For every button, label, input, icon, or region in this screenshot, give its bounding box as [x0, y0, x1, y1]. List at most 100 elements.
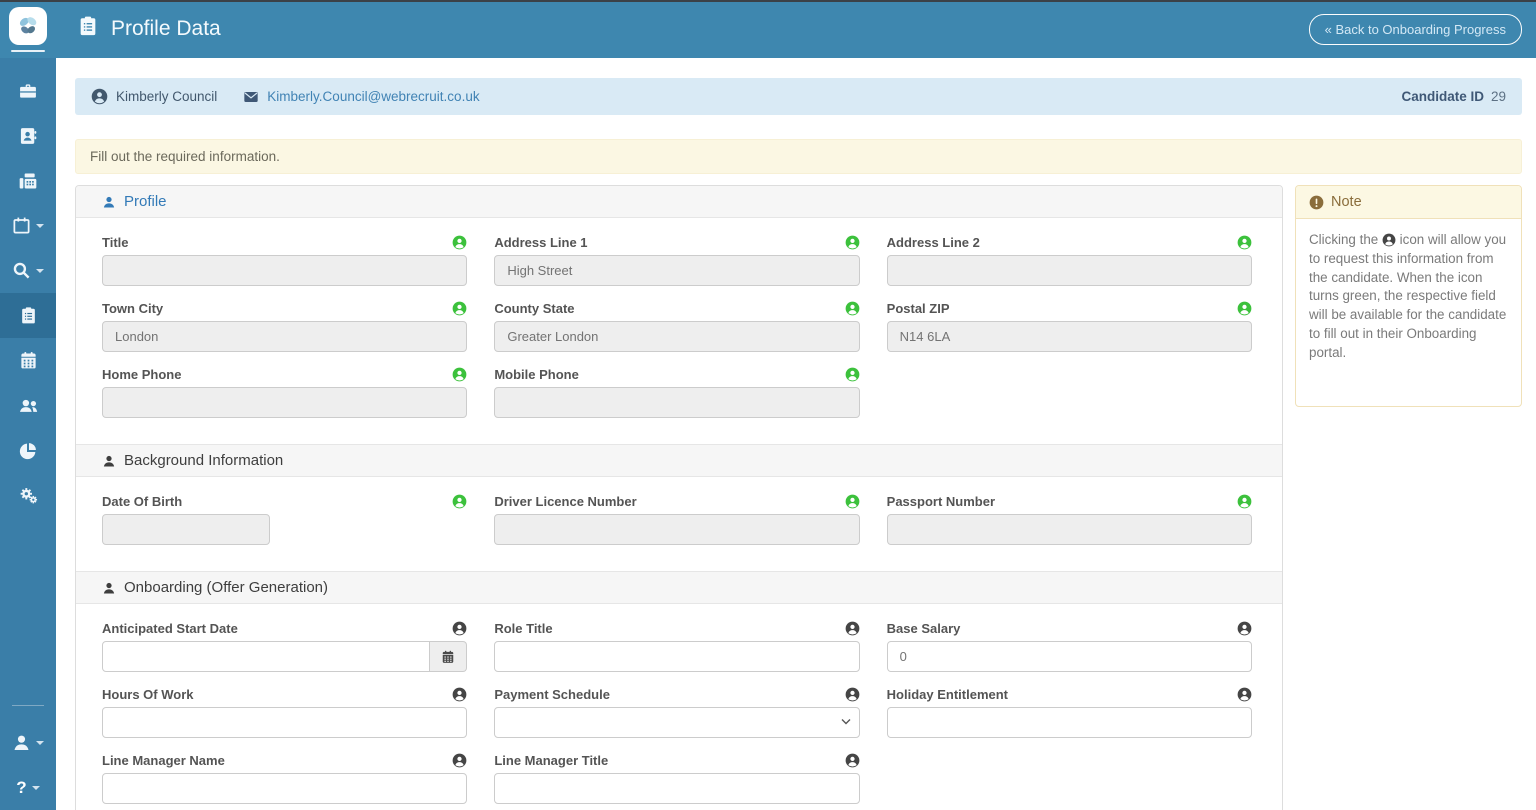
request-info-icon[interactable] — [452, 687, 467, 702]
section-header-background: Background Information — [76, 444, 1282, 477]
request-info-icon[interactable] — [845, 367, 860, 382]
payment-schedule-select[interactable] — [494, 707, 859, 738]
field-address-line-1: Address Line 1 — [494, 235, 859, 286]
field-base-salary: Base Salary — [887, 621, 1252, 672]
request-info-icon — [1382, 233, 1396, 247]
sidebar-item-jobs[interactable] — [0, 68, 56, 113]
request-info-icon[interactable] — [452, 367, 467, 382]
field-label: Home Phone — [102, 367, 181, 382]
question-icon: ? — [16, 779, 26, 796]
note-panel: Note Clicking the icon will allow you to… — [1295, 185, 1522, 407]
request-info-icon[interactable] — [845, 235, 860, 250]
anticipated-start-date-input[interactable] — [102, 641, 430, 672]
chevron-down-icon — [36, 224, 44, 228]
request-info-icon[interactable] — [1237, 301, 1252, 316]
driver-licence-number-input — [494, 514, 859, 545]
calendar-icon — [441, 650, 455, 664]
search-icon — [12, 261, 31, 280]
request-info-icon[interactable] — [845, 301, 860, 316]
sidebar-item-fax[interactable] — [0, 158, 56, 203]
field-label: Address Line 1 — [494, 235, 587, 250]
request-info-icon[interactable] — [1237, 235, 1252, 250]
candidate-id-label: Candidate ID — [1401, 89, 1484, 104]
section-title: Profile — [124, 193, 167, 210]
candidate-bar: Kimberly Council Kimberly.Council@webrec… — [75, 78, 1522, 115]
sidebar-item-users[interactable] — [0, 383, 56, 428]
request-info-icon[interactable] — [845, 753, 860, 768]
field-home-phone: Home Phone — [102, 367, 467, 418]
section-title: Onboarding (Offer Generation) — [124, 579, 328, 596]
page-title: Profile Data — [111, 17, 221, 41]
request-info-icon[interactable] — [452, 301, 467, 316]
sidebar-item-reports[interactable] — [0, 428, 56, 473]
date-picker-button[interactable] — [430, 641, 467, 672]
sidebar-item-calendar[interactable] — [0, 338, 56, 383]
user-icon — [102, 195, 116, 209]
candidate-id-group: Candidate ID 29 — [1401, 89, 1506, 104]
field-line-manager-name: Line Manager Name — [102, 753, 467, 804]
sidebar-item-account-menu[interactable] — [0, 720, 56, 765]
request-info-icon[interactable] — [845, 621, 860, 636]
background-fields: Date Of Birth Driver Licence Number — [76, 477, 1282, 571]
page-header: Profile Data « Back to Onboarding Progre… — [56, 0, 1536, 58]
field-line-manager-title: Line Manager Title — [494, 753, 859, 804]
candidate-email-link[interactable]: Kimberly.Council@webrecruit.co.uk — [267, 89, 479, 104]
county-state-input — [494, 321, 859, 352]
sidebar-item-profile-data[interactable] — [0, 293, 56, 338]
briefcase-icon — [18, 81, 38, 101]
sidebar-item-search-menu[interactable] — [0, 248, 56, 293]
app-logo[interactable] — [0, 0, 56, 58]
candidate-email-group: Kimberly.Council@webrecruit.co.uk — [243, 89, 479, 105]
candidate-id-value: 29 — [1491, 89, 1506, 104]
field-label: Postal ZIP — [887, 301, 950, 316]
field-label: Title — [102, 235, 129, 250]
back-to-onboarding-button[interactable]: « Back to Onboarding Progress — [1309, 14, 1522, 45]
profile-fields: Title Address Line 1 — [76, 218, 1282, 444]
field-label: Base Salary — [887, 621, 961, 636]
request-info-icon[interactable] — [1237, 687, 1252, 702]
chevron-down-icon — [36, 741, 44, 745]
note-header: Note — [1296, 186, 1521, 219]
field-label: Holiday Entitlement — [887, 687, 1008, 702]
cogs-icon — [18, 485, 39, 506]
field-payment-schedule: Payment Schedule — [494, 687, 859, 738]
field-driver-licence-number: Driver Licence Number — [494, 494, 859, 545]
request-info-icon[interactable] — [452, 753, 467, 768]
holiday-entitlement-input[interactable] — [887, 707, 1252, 738]
note-text: icon will allow you to request this info… — [1309, 232, 1506, 360]
user-icon — [12, 733, 31, 752]
field-county-state: County State — [494, 301, 859, 352]
candidate-name: Kimberly Council — [116, 89, 217, 104]
request-info-icon[interactable] — [452, 235, 467, 250]
chevron-down-icon — [32, 786, 40, 790]
line-manager-title-input[interactable] — [494, 773, 859, 804]
exclamation-circle-icon — [1309, 195, 1324, 210]
sidebar-bottom: ? — [0, 705, 56, 810]
role-title-input[interactable] — [494, 641, 859, 672]
field-address-line-2: Address Line 2 — [887, 235, 1252, 286]
title-input — [102, 255, 467, 286]
field-label: Passport Number — [887, 494, 995, 509]
field-title: Title — [102, 235, 467, 286]
page-title-group: Profile Data — [77, 15, 221, 43]
mobile-phone-input — [494, 387, 859, 418]
request-info-icon[interactable] — [1237, 621, 1252, 636]
request-info-icon[interactable] — [452, 494, 467, 509]
field-mobile-phone: Mobile Phone — [494, 367, 859, 418]
request-info-icon[interactable] — [845, 687, 860, 702]
hours-of-work-input[interactable] — [102, 707, 467, 738]
sidebar-item-settings[interactable] — [0, 473, 56, 518]
line-manager-name-input[interactable] — [102, 773, 467, 804]
request-info-icon[interactable] — [845, 494, 860, 509]
request-info-icon[interactable] — [1237, 494, 1252, 509]
base-salary-input[interactable] — [887, 641, 1252, 672]
request-info-icon[interactable] — [452, 621, 467, 636]
sidebar-item-calendar-menu[interactable] — [0, 203, 56, 248]
section-title: Background Information — [124, 452, 283, 469]
sidebar: ? — [0, 0, 56, 810]
address-book-icon — [18, 126, 38, 146]
postal-zip-input — [887, 321, 1252, 352]
sidebar-item-help-menu[interactable]: ? — [0, 765, 56, 810]
address-line-1-input — [494, 255, 859, 286]
sidebar-item-contacts[interactable] — [0, 113, 56, 158]
